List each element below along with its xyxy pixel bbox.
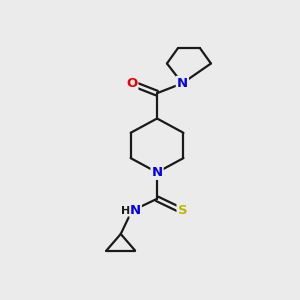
Text: N: N (130, 204, 141, 218)
Text: H: H (121, 206, 130, 216)
Text: S: S (178, 204, 187, 218)
Text: N: N (177, 77, 188, 90)
Text: O: O (126, 77, 137, 90)
Text: N: N (152, 166, 163, 179)
